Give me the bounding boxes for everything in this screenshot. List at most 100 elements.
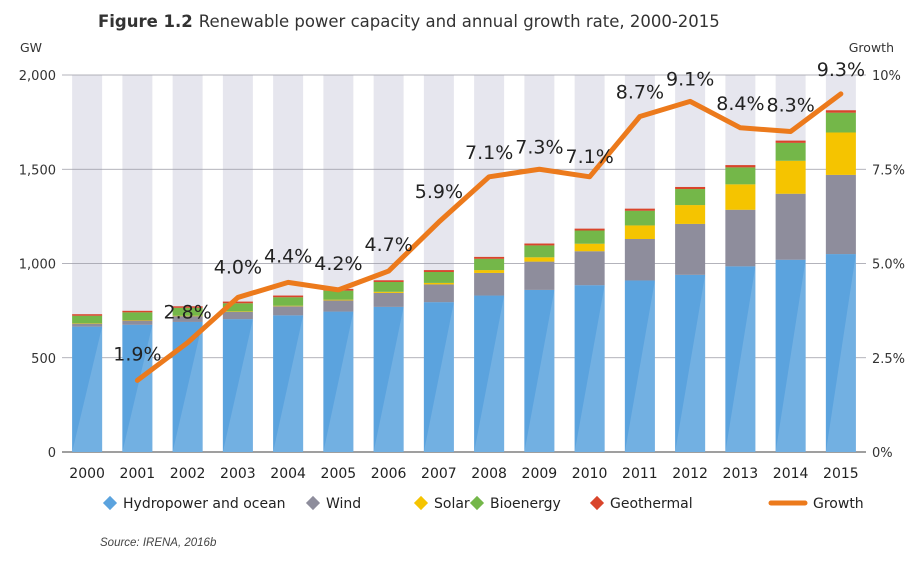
y-tick-right-0: 0% [872, 446, 893, 461]
legend-marker-wind [305, 495, 321, 511]
growth-label-2014: 8.3% [766, 95, 814, 117]
legend-marker-hydro [102, 495, 118, 511]
bar-wind-2002 [172, 316, 203, 322]
bar-solar-2001 [122, 320, 153, 321]
bar-solar-2004 [273, 305, 304, 307]
y-tick-left-1000: 1,000 [19, 258, 56, 273]
legend-marker-bio [469, 495, 485, 511]
stacked-bars [72, 110, 856, 452]
bar-wind-2014 [775, 193, 806, 260]
bar-bio-2008 [474, 258, 505, 271]
x-tick-2009: 2009 [522, 466, 558, 482]
legend-marker-solar [413, 495, 429, 511]
bar-bio-2003 [222, 303, 253, 312]
bar-bio-2012 [675, 189, 706, 206]
bar-geo-2010 [574, 228, 605, 231]
bar-bio-2001 [122, 312, 153, 321]
growth-label-2015: 9.3% [817, 59, 865, 81]
x-tick-2008: 2008 [471, 466, 507, 482]
bar-hydro-2013 [725, 266, 756, 452]
bar-geo-2008 [474, 256, 505, 259]
bar-highlight-2003 [222, 319, 253, 452]
bar-highlight-2008 [474, 295, 505, 452]
bar-highlight-2014 [775, 259, 806, 452]
bar-bio-2011 [624, 210, 655, 226]
bar-bio-2006 [373, 281, 404, 292]
x-tick-2002: 2002 [170, 466, 206, 482]
bar-highlight-2012 [675, 274, 706, 452]
bar-solar-2013 [725, 184, 756, 210]
bar-wind-2008 [474, 272, 505, 296]
y-tick-left-500: 500 [31, 352, 56, 367]
bar-highlight-2013 [725, 266, 756, 452]
bar-bio-2009 [524, 245, 555, 258]
bar-wind-2001 [122, 320, 153, 325]
x-tick-2001: 2001 [120, 466, 156, 482]
y-axis-right-label: Growth [849, 40, 894, 55]
x-tick-2012: 2012 [672, 466, 708, 482]
bar-hydro-2012 [675, 274, 706, 452]
bar-hydro-2007 [423, 302, 454, 452]
growth-label-2011: 8.7% [616, 81, 664, 103]
y-tick-right-5: 5.0% [872, 258, 905, 273]
figure-title: Renewable power capacity and annual grow… [198, 12, 720, 31]
bar-wind-2009 [524, 261, 555, 290]
bar-geo-2001 [122, 310, 153, 313]
bar-hydro-2003 [222, 319, 253, 452]
x-tick-2006: 2006 [371, 466, 407, 482]
bar-wind-2012 [675, 223, 706, 275]
y-tick-left-0: 0 [48, 446, 56, 461]
bar-solar-2002 [172, 315, 203, 317]
bar-geo-2014 [775, 140, 806, 143]
bar-highlight-2004 [273, 315, 304, 452]
x-tick-2000: 2000 [69, 466, 105, 482]
bar-highlight-2006 [373, 306, 404, 452]
bar-hydro-2000 [72, 326, 103, 452]
chart: GW 0 500 1,000 1,500 2,000 Growth 0% 2.5% 5.0% 7.… [19, 40, 905, 512]
bar-solar-2010 [574, 243, 605, 252]
x-tick-2003: 2003 [220, 466, 256, 482]
bar-solar-2000 [72, 323, 103, 324]
bar-hydro-2015 [825, 254, 856, 452]
bar-solar-2011 [624, 225, 655, 239]
bar-wind-2003 [222, 311, 253, 320]
growth-label-2001: 1.9% [113, 343, 161, 365]
bar-highlight-2007 [423, 302, 454, 452]
growth-label-2012: 9.1% [666, 68, 714, 90]
x-tick-2014: 2014 [773, 466, 809, 482]
growth-label-2006: 4.7% [364, 234, 412, 256]
source-note: Source: IRENA, 2016b [100, 537, 217, 549]
bar-bio-2014 [775, 142, 806, 161]
y-tick-left-1500: 1,500 [19, 163, 56, 178]
bar-geo-2002 [172, 306, 203, 308]
bar-wind-2006 [373, 292, 404, 307]
bar-bio-2005 [323, 290, 354, 300]
bar-hydro-2009 [524, 289, 555, 452]
x-tick-2013: 2013 [723, 466, 759, 482]
growth-label-2010: 7.1% [565, 146, 613, 168]
growth-line [134, 91, 844, 383]
bar-bio-2013 [725, 167, 756, 185]
bar-wind-2011 [624, 238, 655, 281]
legend-label-wind: Wind [326, 496, 361, 512]
bar-highlight-2002 [172, 321, 203, 452]
legend-label-geo: Geothermal [610, 496, 693, 512]
bar-solar-2014 [775, 160, 806, 194]
bar-hydro-2001 [122, 324, 153, 452]
legend-label-solar: Solar [434, 496, 470, 512]
bar-hydro-2006 [373, 306, 404, 452]
bar-highlight-2011 [624, 280, 655, 452]
growth-labels: 1.9%2.8%4.0%4.4% 4.2%4.7%5.9%7.1% 7.3% 7.1%… [113, 59, 865, 366]
bar-hydro-2014 [775, 259, 806, 452]
growth-label-2005: 4.2% [314, 253, 362, 275]
legend-label-bio: Bioenergy [490, 496, 561, 512]
bar-bio-2015 [825, 112, 856, 133]
bar-geo-2009 [524, 243, 555, 246]
bar-hydro-2011 [624, 280, 655, 452]
bar-solar-2007 [423, 282, 454, 285]
bar-highlight-2001 [122, 324, 153, 452]
bar-geo-2015 [825, 110, 856, 113]
x-tick-2010: 2010 [572, 466, 608, 482]
growth-label-2008: 7.1% [465, 142, 513, 164]
bar-solar-2006 [373, 291, 404, 293]
